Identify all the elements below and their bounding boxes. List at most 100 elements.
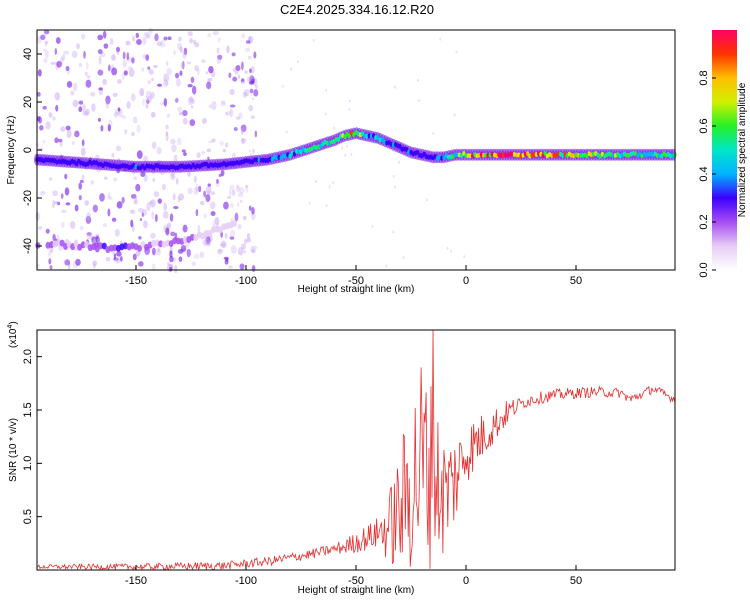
- spectrogram-noise-speckle: [216, 178, 219, 184]
- spectrogram-x-tick-label: -150: [125, 275, 147, 287]
- spectrogram-noise-speckle: [170, 138, 176, 145]
- spectrogram-noise-speckle: [92, 260, 98, 267]
- colorbar-ticks: 0.0 0.2 0.4 0.6 0.8: [698, 70, 716, 278]
- spectrogram-noise-speckle: [231, 52, 236, 57]
- spectrogram-main-ridge-cell: [169, 164, 173, 170]
- spectrogram-noise-speckle: [52, 116, 56, 121]
- spectrogram-noise-speckle: [85, 79, 92, 88]
- spectrogram-noise-speckle: [122, 51, 126, 60]
- spectrogram-noise-speckle: [42, 139, 46, 144]
- spectrogram-noise-speckle: [113, 177, 118, 182]
- spectrogram-noise-speckle: [129, 209, 136, 214]
- spectrogram-noise-speckle: [178, 256, 183, 262]
- spectrogram-noise-speckle: [392, 174, 395, 178]
- spectrogram-noise-speckle: [165, 227, 170, 236]
- spectrogram-noise-speckle: [216, 57, 221, 65]
- spectrogram-noise-speckle: [230, 245, 237, 254]
- spectrogram-noise-speckle: [197, 224, 201, 233]
- spectrogram-noise-speckle: [150, 232, 156, 239]
- spectrogram-noise-speckle: [126, 101, 131, 109]
- spectrogram-noise-speckle: [60, 193, 64, 199]
- spectrogram-noise-speckle: [86, 75, 91, 79]
- spectrogram-noise-speckle: [157, 83, 163, 87]
- spectrogram-noise-speckle: [240, 137, 247, 144]
- spectrogram-noise-speckle: [43, 29, 50, 35]
- spectrogram-noise-speckle: [228, 265, 233, 269]
- spectrogram-noise-speckle: [65, 125, 71, 131]
- spectrogram-noise-speckle: [312, 38, 315, 42]
- spectrogram-noise-speckle: [253, 51, 257, 59]
- spectrogram-noise-speckle: [206, 148, 212, 153]
- spectrogram-noise-speckle: [193, 175, 197, 183]
- spectrogram-noise-speckle: [72, 140, 75, 145]
- spectrogram-noise-speckle: [171, 144, 177, 153]
- spectrogram-noise-speckle: [143, 220, 148, 229]
- spectrogram-noise-speckle: [345, 144, 348, 148]
- spectrogram-noise-speckle: [65, 65, 70, 72]
- spectrogram-noise-speckle: [52, 200, 55, 209]
- spectrogram-lower-ridge-cell: [101, 242, 107, 250]
- spectrogram-noise-speckle: [147, 80, 151, 85]
- spectrogram-noise-speckle: [208, 65, 214, 74]
- spectrogram-noise-speckle: [183, 47, 188, 56]
- spectrogram-noise-speckle: [394, 185, 397, 189]
- spectrogram-noise-speckle: [203, 190, 207, 198]
- spectrogram-noise-speckle: [398, 160, 401, 164]
- spectrogram-noise-speckle: [218, 173, 222, 178]
- spectrogram-noise-speckle: [105, 256, 111, 262]
- spectrogram-noise-speckle: [162, 78, 168, 88]
- spectrogram-noise-speckle: [165, 131, 169, 136]
- spectrogram-noise-speckle: [166, 67, 173, 76]
- spectrogram-noise-speckle: [244, 184, 249, 189]
- spectrogram-noise-speckle: [394, 85, 397, 89]
- spectrogram-noise-speckle: [308, 201, 311, 205]
- spectrogram-noise-speckle: [245, 40, 251, 44]
- spectrogram-noise-speckle: [117, 79, 122, 84]
- spectrogram-noise-speckle: [241, 243, 246, 250]
- spectrogram-noise-speckle: [133, 200, 139, 205]
- spectrogram-noise-speckle: [255, 84, 259, 89]
- spectrogram-noise-speckle: [70, 90, 75, 96]
- spectrogram-noise-speckle: [160, 39, 166, 48]
- spectrogram-noise-speckle: [224, 232, 228, 239]
- spectrogram-noise-speckle: [179, 46, 183, 53]
- spectrogram-noise-speckle: [193, 253, 200, 260]
- colorbar-tick-label: 0.0: [698, 262, 710, 277]
- spectrogram-noise-speckle: [228, 72, 232, 79]
- spectrogram-noise-speckle: [208, 104, 213, 109]
- spectrogram-noise-speckle: [139, 217, 143, 222]
- spectrogram-noise-speckle: [111, 152, 115, 158]
- spectrogram-noise-speckle: [190, 105, 194, 109]
- spectrogram-noise-speckle: [148, 27, 153, 35]
- spectrogram-noise-speckle: [64, 173, 68, 180]
- spectrogram-noise-speckle: [59, 141, 63, 147]
- spectrogram-noise-speckle: [243, 250, 247, 254]
- spectrogram-main-ridge-cell: [202, 161, 206, 167]
- spectrogram-noise-speckle: [86, 212, 91, 221]
- spectrogram-noise-speckle: [196, 68, 200, 76]
- spectrogram-noise-speckle: [186, 248, 191, 258]
- spectrogram-noise-speckle: [169, 213, 174, 222]
- spectrogram-noise-speckle: [35, 242, 41, 249]
- spectrogram-noise-speckle: [180, 62, 185, 69]
- spectrogram-noise-speckle: [239, 263, 245, 270]
- spectrogram-noise-speckle: [211, 100, 217, 110]
- spectrogram-noise-speckle: [86, 61, 89, 70]
- spectrogram-lower-ridge-cell: [137, 244, 143, 252]
- spectrogram-main-ridge-cell: [292, 151, 296, 157]
- spectrogram-noise-speckle: [167, 222, 172, 229]
- spectrogram-main-ridge-cell: [532, 152, 536, 157]
- spectrogram-noise-speckle: [216, 47, 220, 54]
- spectrogram-noise-speckle: [235, 65, 241, 72]
- spectrogram-noise-speckle: [446, 246, 449, 250]
- spectrogram-noise-speckle: [38, 225, 43, 230]
- spectrogram-noise-speckle: [169, 267, 173, 272]
- spectrogram-noise-speckle: [453, 113, 456, 117]
- spectrogram-noise-speckle: [84, 200, 90, 206]
- spectrogram-noise-speckle: [207, 77, 213, 82]
- spectrogram-main-ridge-cell: [268, 156, 272, 162]
- spectrogram-noise-speckle: [145, 103, 149, 109]
- spectrogram-noise-speckle: [201, 151, 206, 155]
- spectrogram-noise-speckle: [349, 99, 352, 103]
